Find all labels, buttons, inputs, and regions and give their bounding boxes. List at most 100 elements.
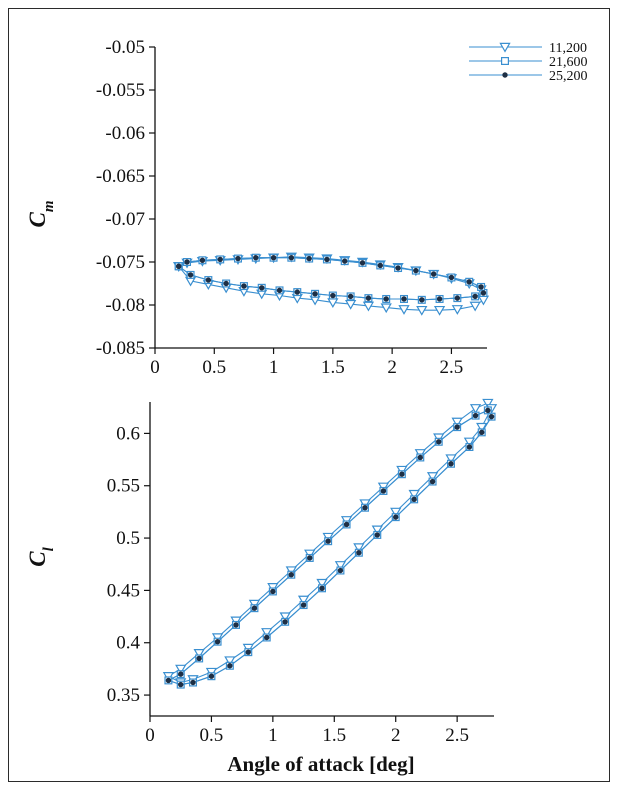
cm-point-dot [395, 265, 401, 271]
cl-point-dot [411, 496, 417, 503]
cm-point-dot [478, 284, 484, 290]
cm-series-25200 [176, 255, 487, 303]
cm-point-dot [324, 256, 330, 263]
cm-series-line [178, 257, 485, 301]
cl-point-dot [282, 619, 288, 625]
figure-canvas: 0 0.5 1 1.5 2 2.5 -0.05 -0.055 -0.06 -0.065 -0.07 -… [25, 37, 588, 776]
cl-point-triangle-down [261, 628, 273, 638]
cm-point-dot [294, 289, 300, 295]
cl-y-axis-title: Cl [25, 546, 57, 566]
cl-panel: 0 0.5 1 1.5 2 2.5 0.35 0.4 0.45 0.5 0.55 0.6 Cl Ang… [25, 398, 498, 776]
cl-y-tick-label: 0.6 [116, 423, 140, 444]
cm-point-dot [401, 296, 407, 302]
cm-point-dot [448, 274, 455, 281]
cm-point-dot [312, 291, 318, 297]
cm-point-dot [184, 259, 190, 265]
cl-y-tick-label: 0.55 [107, 476, 140, 497]
cm-x-tick-label: 2.5 [440, 357, 464, 378]
cm-point-dot [342, 258, 348, 264]
cl-point-triangle-down [371, 525, 383, 536]
legend-item: 21,600 [469, 55, 588, 70]
cm-x-tick-label: 2 [387, 357, 397, 378]
cl-point-dot [251, 605, 258, 611]
cl-point-dot [466, 444, 473, 450]
cm-point-dot [276, 287, 283, 294]
cl-point-dot [337, 567, 344, 574]
legend-label: 21,600 [549, 55, 588, 70]
cl-point-dot [454, 424, 460, 430]
cm-y-tick-label: -0.07 [105, 209, 145, 230]
cm-point-triangle-down [380, 303, 392, 314]
cm-point-dot [383, 296, 389, 302]
cl-point-dot [417, 454, 423, 461]
cl-point-triangle-down [390, 507, 402, 518]
cl-series-group [162, 398, 498, 689]
cl-point-triangle-down [445, 454, 457, 465]
cm-y-tick-label: -0.055 [96, 80, 145, 101]
legend-item: 25,200 [469, 69, 588, 84]
cl-point-dot [227, 663, 233, 669]
cl-point-triangle-down [353, 543, 365, 554]
cm-y-tick-label: -0.075 [96, 252, 145, 273]
cm-x-tick-label: 0.5 [202, 357, 226, 378]
cm-y-axis-title: Cm [25, 200, 57, 227]
cl-point-dot [245, 649, 251, 655]
cm-point-dot [306, 255, 312, 262]
cl-point-triangle-down [476, 422, 488, 433]
figure-frame: 0 0.5 1 1.5 2 2.5 -0.05 -0.055 -0.06 -0.065 -0.07 -… [8, 8, 610, 782]
cl-point-triangle-down [482, 398, 494, 409]
cm-point-dot [270, 255, 277, 261]
cl-x-tick-label: 2 [391, 725, 401, 746]
cl-point-dot [178, 671, 184, 677]
cl-axes: 0 0.5 1 1.5 2 2.5 0.35 0.4 0.45 0.5 0.55 0.6 [107, 402, 494, 746]
cl-point-dot [485, 407, 491, 414]
cm-axes: 0 0.5 1 1.5 2 2.5 -0.05 -0.055 -0.06 -0.065 -0.07 -… [96, 37, 487, 378]
cl-y-tick-label: 0.35 [107, 685, 140, 706]
cl-point-dot [429, 478, 436, 485]
cm-point-dot [413, 267, 419, 274]
cm-point-dot [365, 295, 372, 301]
cl-point-dot [208, 673, 215, 679]
cl-point-dot [307, 555, 313, 561]
cm-point-dot [199, 257, 206, 263]
cl-point-dot [165, 677, 172, 684]
cl-point-triangle-down [334, 561, 347, 571]
cl-point-dot [472, 412, 479, 419]
cl-point-triangle-down [224, 656, 236, 667]
cm-point-dot [359, 260, 366, 266]
cm-point-dot [241, 283, 247, 289]
cm-y-tick-label: -0.06 [105, 123, 145, 144]
cm-point-dot [176, 263, 182, 269]
cl-point-dot [233, 622, 239, 628]
cl-point-dot [380, 488, 387, 494]
cl-point-dot [196, 655, 202, 662]
cl-point-triangle-down [193, 648, 205, 659]
legend-marker-square [501, 56, 510, 65]
cl-point-dot [343, 521, 350, 528]
cl-point-dot [436, 439, 442, 445]
cm-point-dot [480, 290, 487, 296]
cl-point-dot [356, 550, 362, 556]
cm-point-dot [377, 262, 383, 269]
cm-point-dot [472, 293, 478, 300]
cm-point-dot [223, 280, 229, 287]
cm-panel: 0 0.5 1 1.5 2 2.5 -0.05 -0.055 -0.06 -0.065 -0.07 -… [25, 37, 588, 378]
cl-point-triangle-down [463, 437, 476, 448]
cm-point-triangle-down [398, 305, 410, 315]
cm-series-group [173, 252, 490, 316]
legend-marker-dot [502, 72, 508, 78]
cm-point-dot [205, 277, 212, 283]
cm-point-dot [235, 255, 241, 262]
cl-point-dot [190, 679, 196, 686]
cm-point-dot [253, 255, 259, 261]
cm-y-tick-label: -0.085 [96, 338, 145, 359]
cl-point-dot [374, 532, 380, 538]
cm-point-triangle-down [477, 295, 490, 306]
cl-point-triangle-down [297, 595, 310, 606]
cm-point-dot [288, 255, 295, 261]
legend-marker-triangle-down [499, 42, 511, 53]
cm-point-dot [187, 272, 194, 278]
cl-point-triangle-down [316, 578, 328, 589]
cl-point-dot [479, 429, 485, 436]
